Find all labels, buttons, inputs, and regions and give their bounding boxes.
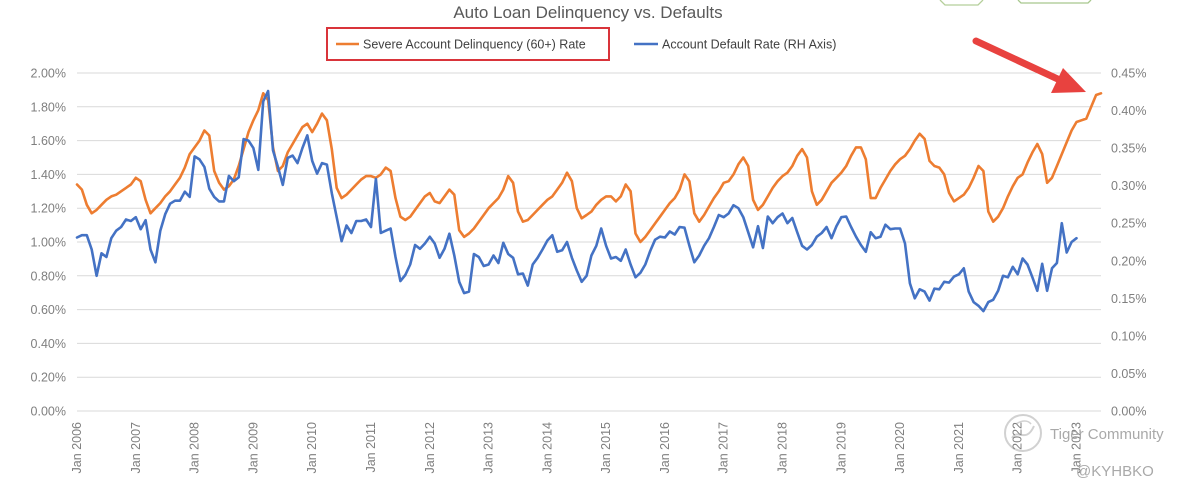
cropped-shapes <box>939 0 1092 6</box>
left-tick-label: 0.20% <box>31 371 66 385</box>
x-tick-label: Jan 2019 <box>834 422 848 473</box>
x-tick-label: Jan 2018 <box>776 422 790 473</box>
annotation-arrow <box>972 37 1086 93</box>
x-tick-label: Jan 2017 <box>717 422 731 473</box>
x-tick-label: Jan 2006 <box>70 422 84 473</box>
x-axis: Jan 2006 Jan 2007 Jan 2008 Jan 2009 Jan 2010… <box>70 422 1084 473</box>
series-line-default-rate <box>75 89 1078 313</box>
left-tick-label: 0.00% <box>31 405 66 419</box>
watermark-logo-icon <box>1004 414 1042 452</box>
right-tick-label: 0.20% <box>1111 254 1146 268</box>
x-tick-label: Jan 2011 <box>364 422 378 473</box>
chart-title: Auto Loan Delinquency vs. Defaults <box>453 3 722 22</box>
x-tick-label: Jan 2008 <box>188 422 202 473</box>
x-tick-label: Jan 2015 <box>599 422 613 473</box>
legend: Severe Account Delinquency (60+) Rate Ac… <box>326 27 836 61</box>
right-tick-label: 0.40% <box>1111 104 1146 118</box>
gridlines <box>77 72 1101 412</box>
left-tick-label: 1.20% <box>31 202 66 216</box>
x-tick-label: Jan 2012 <box>423 422 437 473</box>
left-tick-label: 1.60% <box>31 134 66 148</box>
right-tick-label: 0.30% <box>1111 179 1146 193</box>
x-tick-label: Jan 2013 <box>482 422 496 473</box>
right-tick-label: 0.35% <box>1111 142 1146 156</box>
watermark: Tiger Community @KYHBKO <box>1004 414 1164 480</box>
right-tick-label: 0.10% <box>1111 329 1146 343</box>
legend-label-delinquency: Severe Account Delinquency (60+) Rate <box>363 38 586 52</box>
left-tick-label: 2.00% <box>31 67 66 81</box>
left-tick-label: 1.00% <box>31 236 66 250</box>
x-tick-label: Jan 2021 <box>952 422 966 473</box>
x-tick-label: Jan 2014 <box>540 422 554 473</box>
legend-highlight-box <box>326 27 610 61</box>
watermark-line1: Tiger Community <box>1050 426 1164 443</box>
arrow-head <box>1051 68 1086 93</box>
x-tick-label: Jan 2022 <box>1011 422 1025 473</box>
right-tick-label: 0.00% <box>1111 405 1146 419</box>
x-tick-label: Jan 2010 <box>305 422 319 473</box>
arrow-shaft <box>972 37 1066 85</box>
x-tick-label: Jan 2023 <box>1070 422 1084 473</box>
left-tick-label: 1.80% <box>31 100 66 114</box>
left-tick-label: 0.80% <box>31 269 66 283</box>
right-tick-label: 0.15% <box>1111 292 1146 306</box>
left-tick-label: 0.40% <box>31 337 66 351</box>
x-tick-label: Jan 2020 <box>893 422 907 473</box>
plot-area <box>75 89 1103 313</box>
right-axis: 0.00% 0.05% 0.10% 0.15% 0.20% 0.25% 0.30% 0.35%… <box>1111 67 1146 419</box>
x-tick-label: Jan 2016 <box>658 422 672 473</box>
left-tick-label: 0.60% <box>31 303 66 317</box>
x-tick-label: Jan 2007 <box>129 422 143 473</box>
series-line-delinquency <box>75 92 1103 244</box>
right-tick-label: 0.05% <box>1111 367 1146 381</box>
right-tick-label: 0.45% <box>1111 67 1146 81</box>
x-tick-label: Jan 2009 <box>246 422 260 473</box>
right-tick-label: 0.25% <box>1111 217 1146 231</box>
legend-label-default-rate: Account Default Rate (RH Axis) <box>662 38 836 52</box>
left-tick-label: 1.40% <box>31 168 66 182</box>
left-axis: 0.00% 0.20% 0.40% 0.60% 0.80% 1.00% 1.20% 1.40%… <box>31 67 66 419</box>
watermark-line2: @KYHBKO <box>1076 463 1154 480</box>
